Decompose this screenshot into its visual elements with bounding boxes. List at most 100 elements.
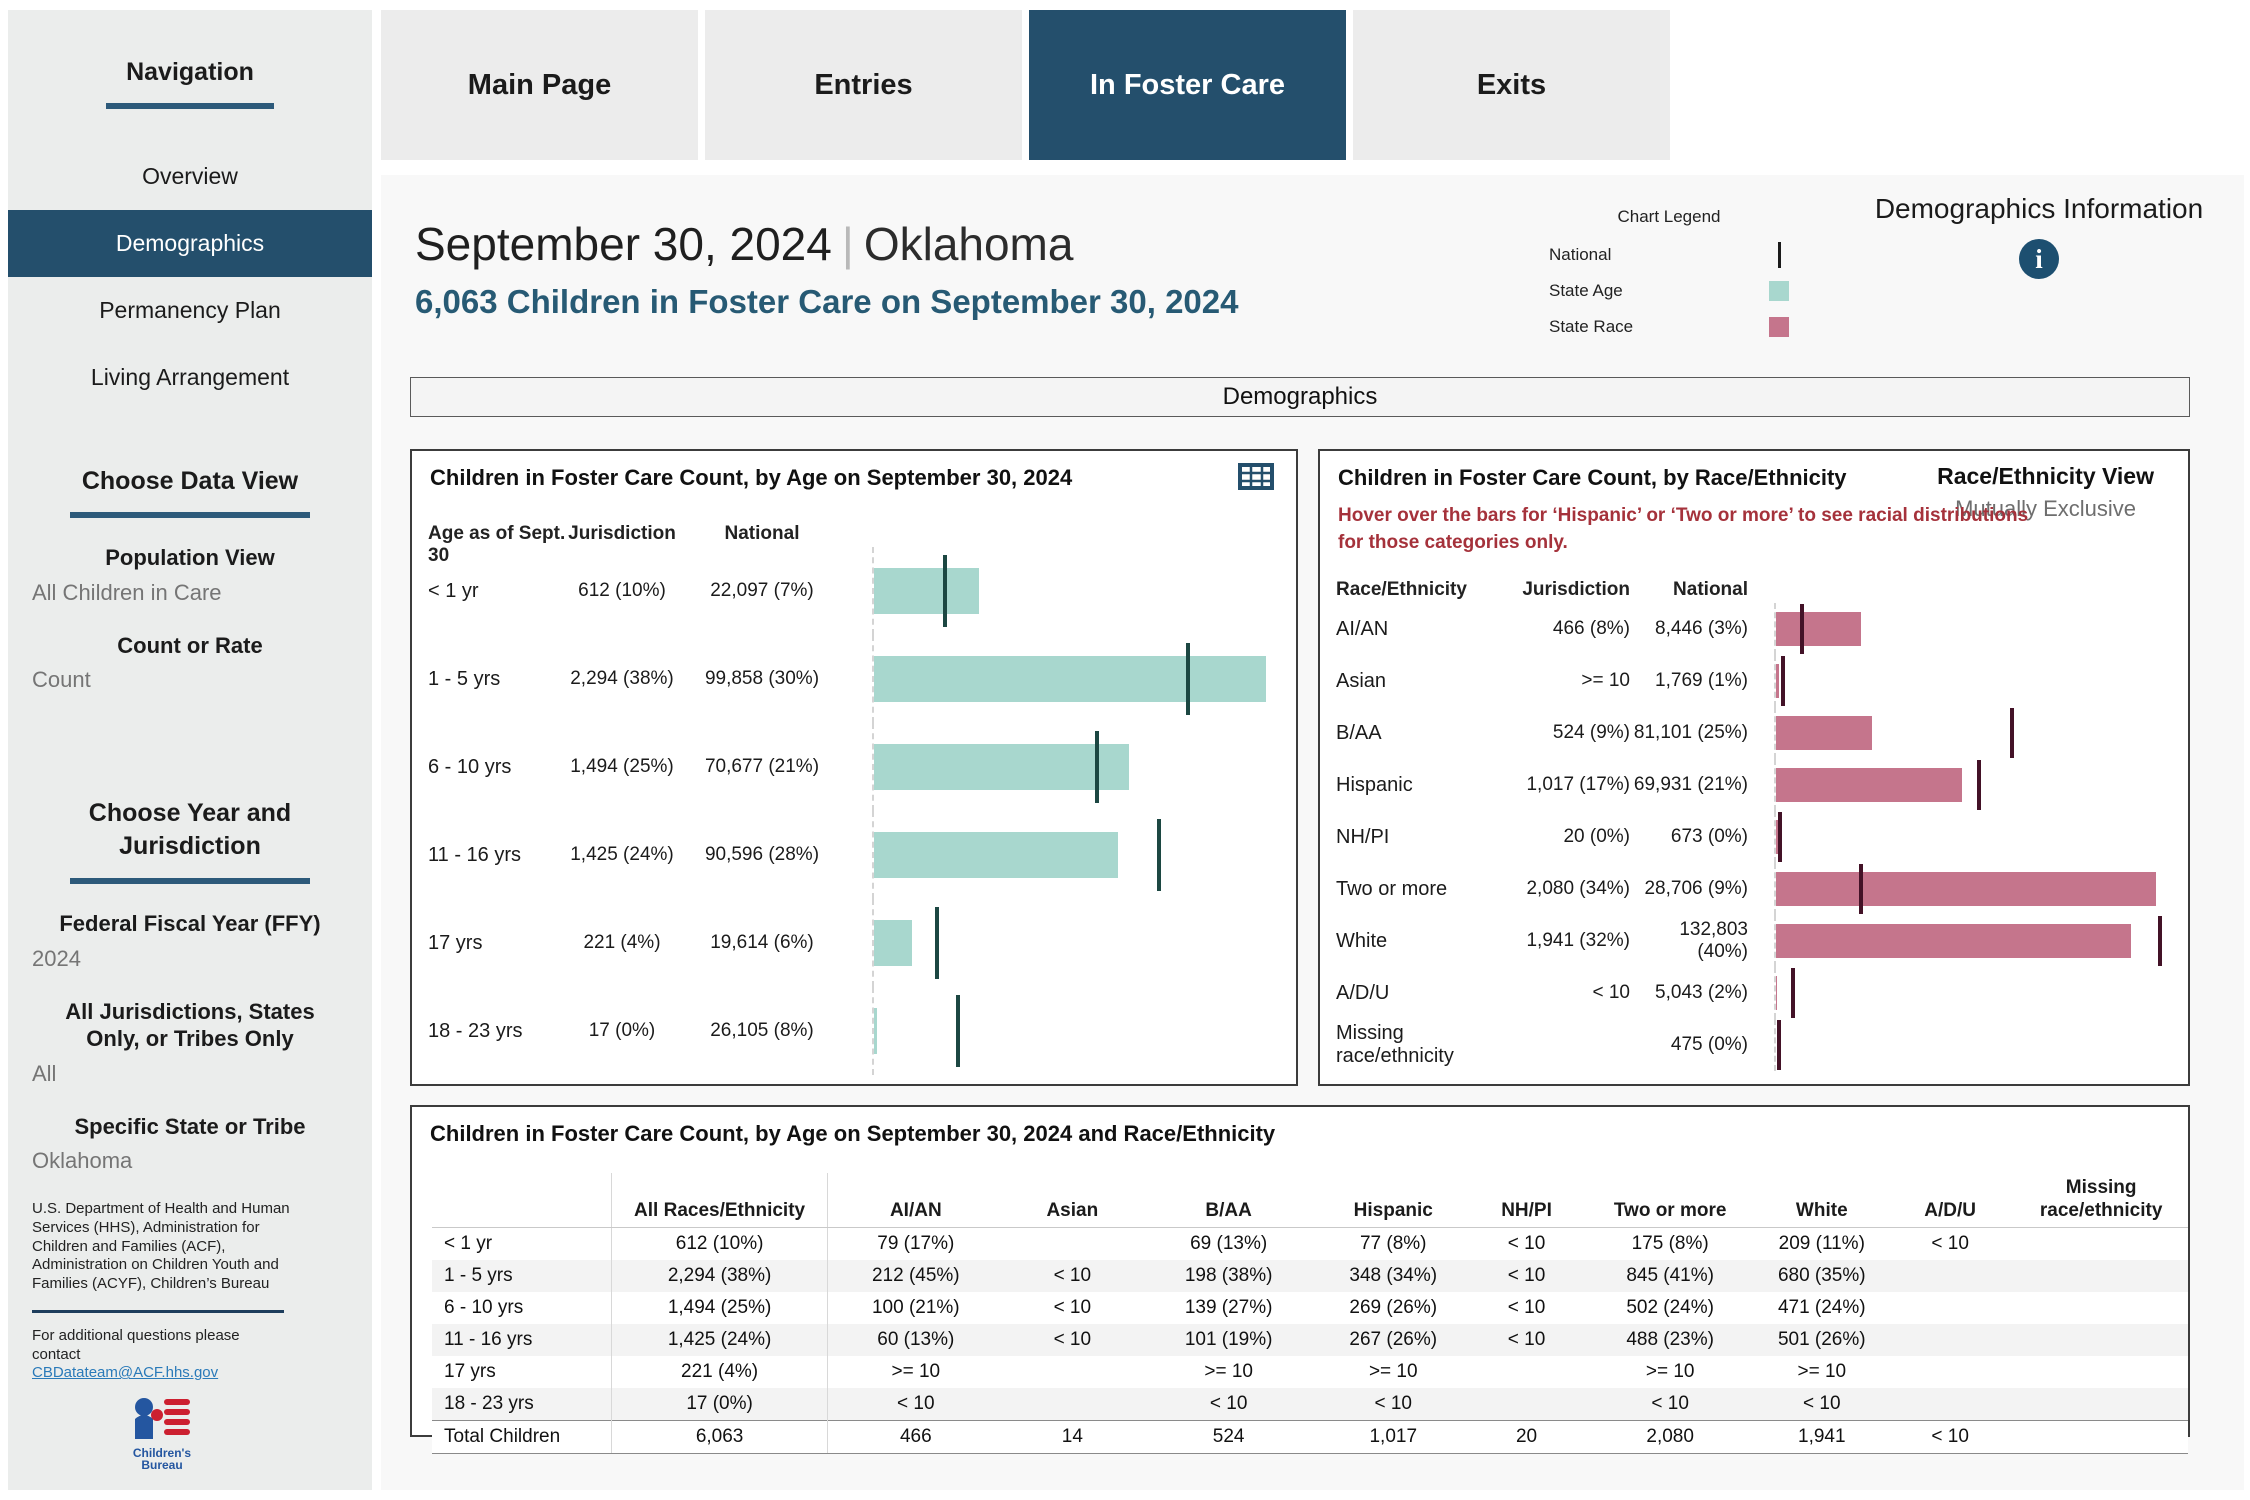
national-tick (1185, 643, 1190, 715)
cell: >= 10 (891, 1360, 941, 1382)
cell: 269 (26%) (1349, 1296, 1438, 1318)
sidebar-item-living-arrangement[interactable]: Living Arrangement (90, 364, 290, 390)
bar-track (872, 723, 1290, 811)
state-bar[interactable] (1776, 612, 1862, 646)
row-label: A/D/U (1336, 981, 1390, 1004)
cell: < 10 (1507, 1328, 1546, 1350)
cell: 1,017 (1316, 1419, 1471, 1454)
cell (1003, 1388, 1141, 1421)
cell: >= 10 (1645, 1360, 1695, 1382)
cell: < 10 (1931, 1232, 1969, 1254)
race-view-value[interactable]: Mutually Exclusive (1955, 496, 2137, 521)
sidebar-item-demographics[interactable]: Demographics (8, 210, 372, 277)
jurisdiction-col-header: Jurisdiction (1522, 579, 1630, 600)
jurisdiction-select[interactable]: All (32, 1060, 57, 1086)
sidebar-item-overview[interactable]: Overview (142, 163, 238, 189)
table-row-11-16-yrs: 11 - 16 yrs 1,425 (24%) 60 (13%) < 10 101 (1… (432, 1323, 2188, 1356)
cell (1886, 1356, 2014, 1388)
demographics-information-title: Demographics Information (1874, 193, 2204, 224)
cell: 612 (10%) (611, 1227, 829, 1260)
contact-email-link[interactable]: CBDatateam@ACF.hhs.gov (32, 1364, 219, 1382)
race-row-white: White 1,941 (32%) 132,803 (40%) (1320, 915, 2182, 967)
info-icon[interactable]: i (2019, 239, 2059, 279)
tab-bar: Main Page Entries In Foster Care Exits (381, 10, 1677, 160)
state-filter-label: Specific State or Tribe (74, 1113, 306, 1139)
row-label: 1 - 5 yrs (432, 1259, 613, 1292)
col-header-b-aa: B/AA (1141, 1173, 1317, 1228)
national-value: 70,677 (21%) (704, 756, 820, 777)
table-row-1-yr: < 1 yr 612 (10%) 79 (17%) 69 (13%) 77 (8%) < … (432, 1227, 2188, 1260)
state-bar[interactable] (874, 1008, 877, 1054)
cell: < 10 (1374, 1392, 1412, 1414)
national-col-header: National (1673, 579, 1748, 600)
state-select[interactable]: Oklahoma (32, 1148, 133, 1173)
national-tick (1790, 968, 1795, 1018)
national-value: 673 (0%) (1670, 826, 1748, 847)
count-or-rate-select[interactable]: Count (32, 667, 91, 692)
childrens-bureau-logo-icon (135, 1398, 190, 1439)
national-value: 81,101 (25%) (1633, 722, 1748, 743)
sidebar-item-permanency-plan[interactable]: Permanency Plan (99, 297, 281, 323)
cell: 14 (1003, 1419, 1142, 1454)
cell: 20 (1470, 1419, 1583, 1454)
row-label: Asian (1336, 669, 1387, 692)
cell (1886, 1260, 2014, 1292)
cell (2014, 1324, 2188, 1356)
row-label: Two or more (1336, 877, 1448, 900)
state-bar[interactable] (874, 744, 1130, 790)
cell: < 10 (1053, 1328, 1092, 1350)
cell: 79 (17%) (877, 1232, 955, 1254)
state-bar[interactable] (1776, 976, 1777, 1010)
row-label: 17 yrs (428, 931, 483, 954)
ffy-select[interactable]: 2024 (32, 945, 81, 971)
cell: < 10 (1651, 1392, 1689, 1414)
bar-track (1774, 707, 2182, 759)
legend-swatch-state-age (1769, 281, 1789, 301)
cell: 198 (38%) (1184, 1264, 1273, 1286)
state-bar[interactable] (874, 920, 912, 966)
sidebar-footer: U.S. Department of Health and Human Serv… (32, 1200, 292, 1472)
race-chart-panel: Children in Foster Care Count, by Race/E… (1318, 449, 2190, 1086)
state-bar[interactable] (1776, 820, 1780, 854)
state-bar[interactable] (1776, 872, 2157, 906)
age-chart-column-headers: Age as of Sept. 30 Jurisdiction National (412, 523, 1296, 567)
national-value: 1,769 (1%) (1655, 670, 1748, 691)
state-bar[interactable] (1776, 768, 1962, 802)
population-view-select[interactable]: All Children in Care (32, 579, 222, 605)
bar-track (1774, 915, 2182, 967)
crosstab-header: All Races/Ethnicity AI/AN Asian B/AA Hispani… (432, 1173, 2188, 1228)
population-view-label: Population View (105, 545, 275, 570)
state-bar[interactable] (1776, 716, 1872, 750)
tab-entries[interactable]: Entries (705, 10, 1022, 160)
age-chart-rows: < 1 yr 612 (10%) 22,097 (7%) 1 - 5 yrs 2,294… (412, 547, 1290, 1078)
cell: 139 (27%) (1184, 1296, 1273, 1318)
national-value: 28,706 (9%) (1644, 878, 1748, 899)
logo-text-line2: Bureau (141, 1458, 183, 1473)
row-label: 18 - 23 yrs (432, 1387, 613, 1421)
main-content: September 30, 2024 | Oklahoma 6,063 Childr… (381, 175, 2244, 1490)
cell: < 10 (1507, 1264, 1546, 1286)
tab-main-page[interactable]: Main Page (381, 10, 698, 160)
view-data-grid-icon[interactable] (1238, 463, 1274, 495)
state-bar[interactable] (1776, 664, 1779, 698)
cell: 466 (827, 1419, 1004, 1454)
race-chart-column-headers: Race/Ethnicity Jurisdiction National (1320, 579, 2188, 601)
col-header-ai-an: AI/AN (827, 1173, 1004, 1228)
state-bar[interactable] (874, 656, 1267, 702)
logo-text-line1: Children's (132, 1445, 192, 1460)
state-bar[interactable] (874, 568, 979, 614)
jurisdiction-value: 524 (9%) (1552, 721, 1630, 743)
age-race-crosstab: All Races/Ethnicity AI/AN Asian B/AA Hispani… (432, 1173, 2188, 1454)
cell: < 10 (1053, 1296, 1092, 1318)
cell: >= 10 (1797, 1360, 1847, 1382)
tab-exits[interactable]: Exits (1353, 10, 1670, 160)
row-label: < 1 yr (428, 579, 479, 602)
tab-in-foster-care[interactable]: In Foster Care (1029, 10, 1346, 160)
cell: 221 (4%) (611, 1355, 829, 1388)
state-bar[interactable] (1776, 924, 2131, 958)
cell: 524 (1141, 1419, 1317, 1454)
cell: < 10 (1885, 1419, 2015, 1454)
cell (1470, 1356, 1582, 1388)
state-bar[interactable] (874, 832, 1118, 878)
legend-item-state-race: State Race (1549, 309, 1789, 345)
